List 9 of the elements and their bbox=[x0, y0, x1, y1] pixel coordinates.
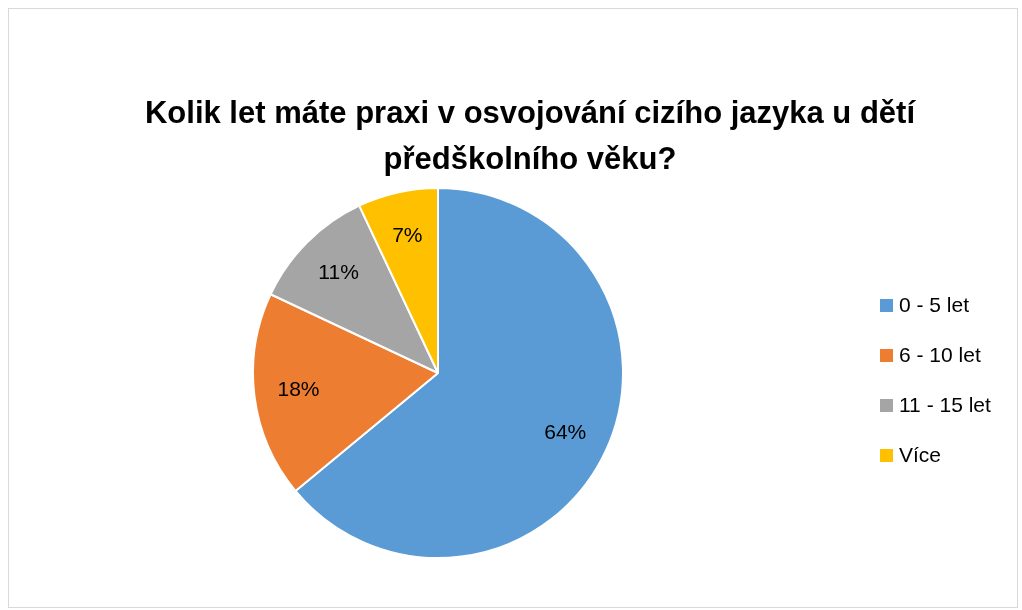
data-label: 64% bbox=[544, 419, 587, 443]
chart-title: Kolik let máte praxi v osvojování cizího jazyka u dětí předškolního věku? bbox=[143, 94, 917, 178]
legend-label: 0 - 5 let bbox=[899, 293, 970, 317]
legend-label: 6 - 10 let bbox=[899, 343, 981, 367]
data-label: 18% bbox=[277, 377, 320, 401]
data-label: 7% bbox=[392, 222, 423, 246]
data-label: 11% bbox=[318, 260, 359, 284]
legend-label: 11 - 15 let bbox=[899, 393, 991, 417]
legend-label: Více bbox=[899, 443, 942, 467]
